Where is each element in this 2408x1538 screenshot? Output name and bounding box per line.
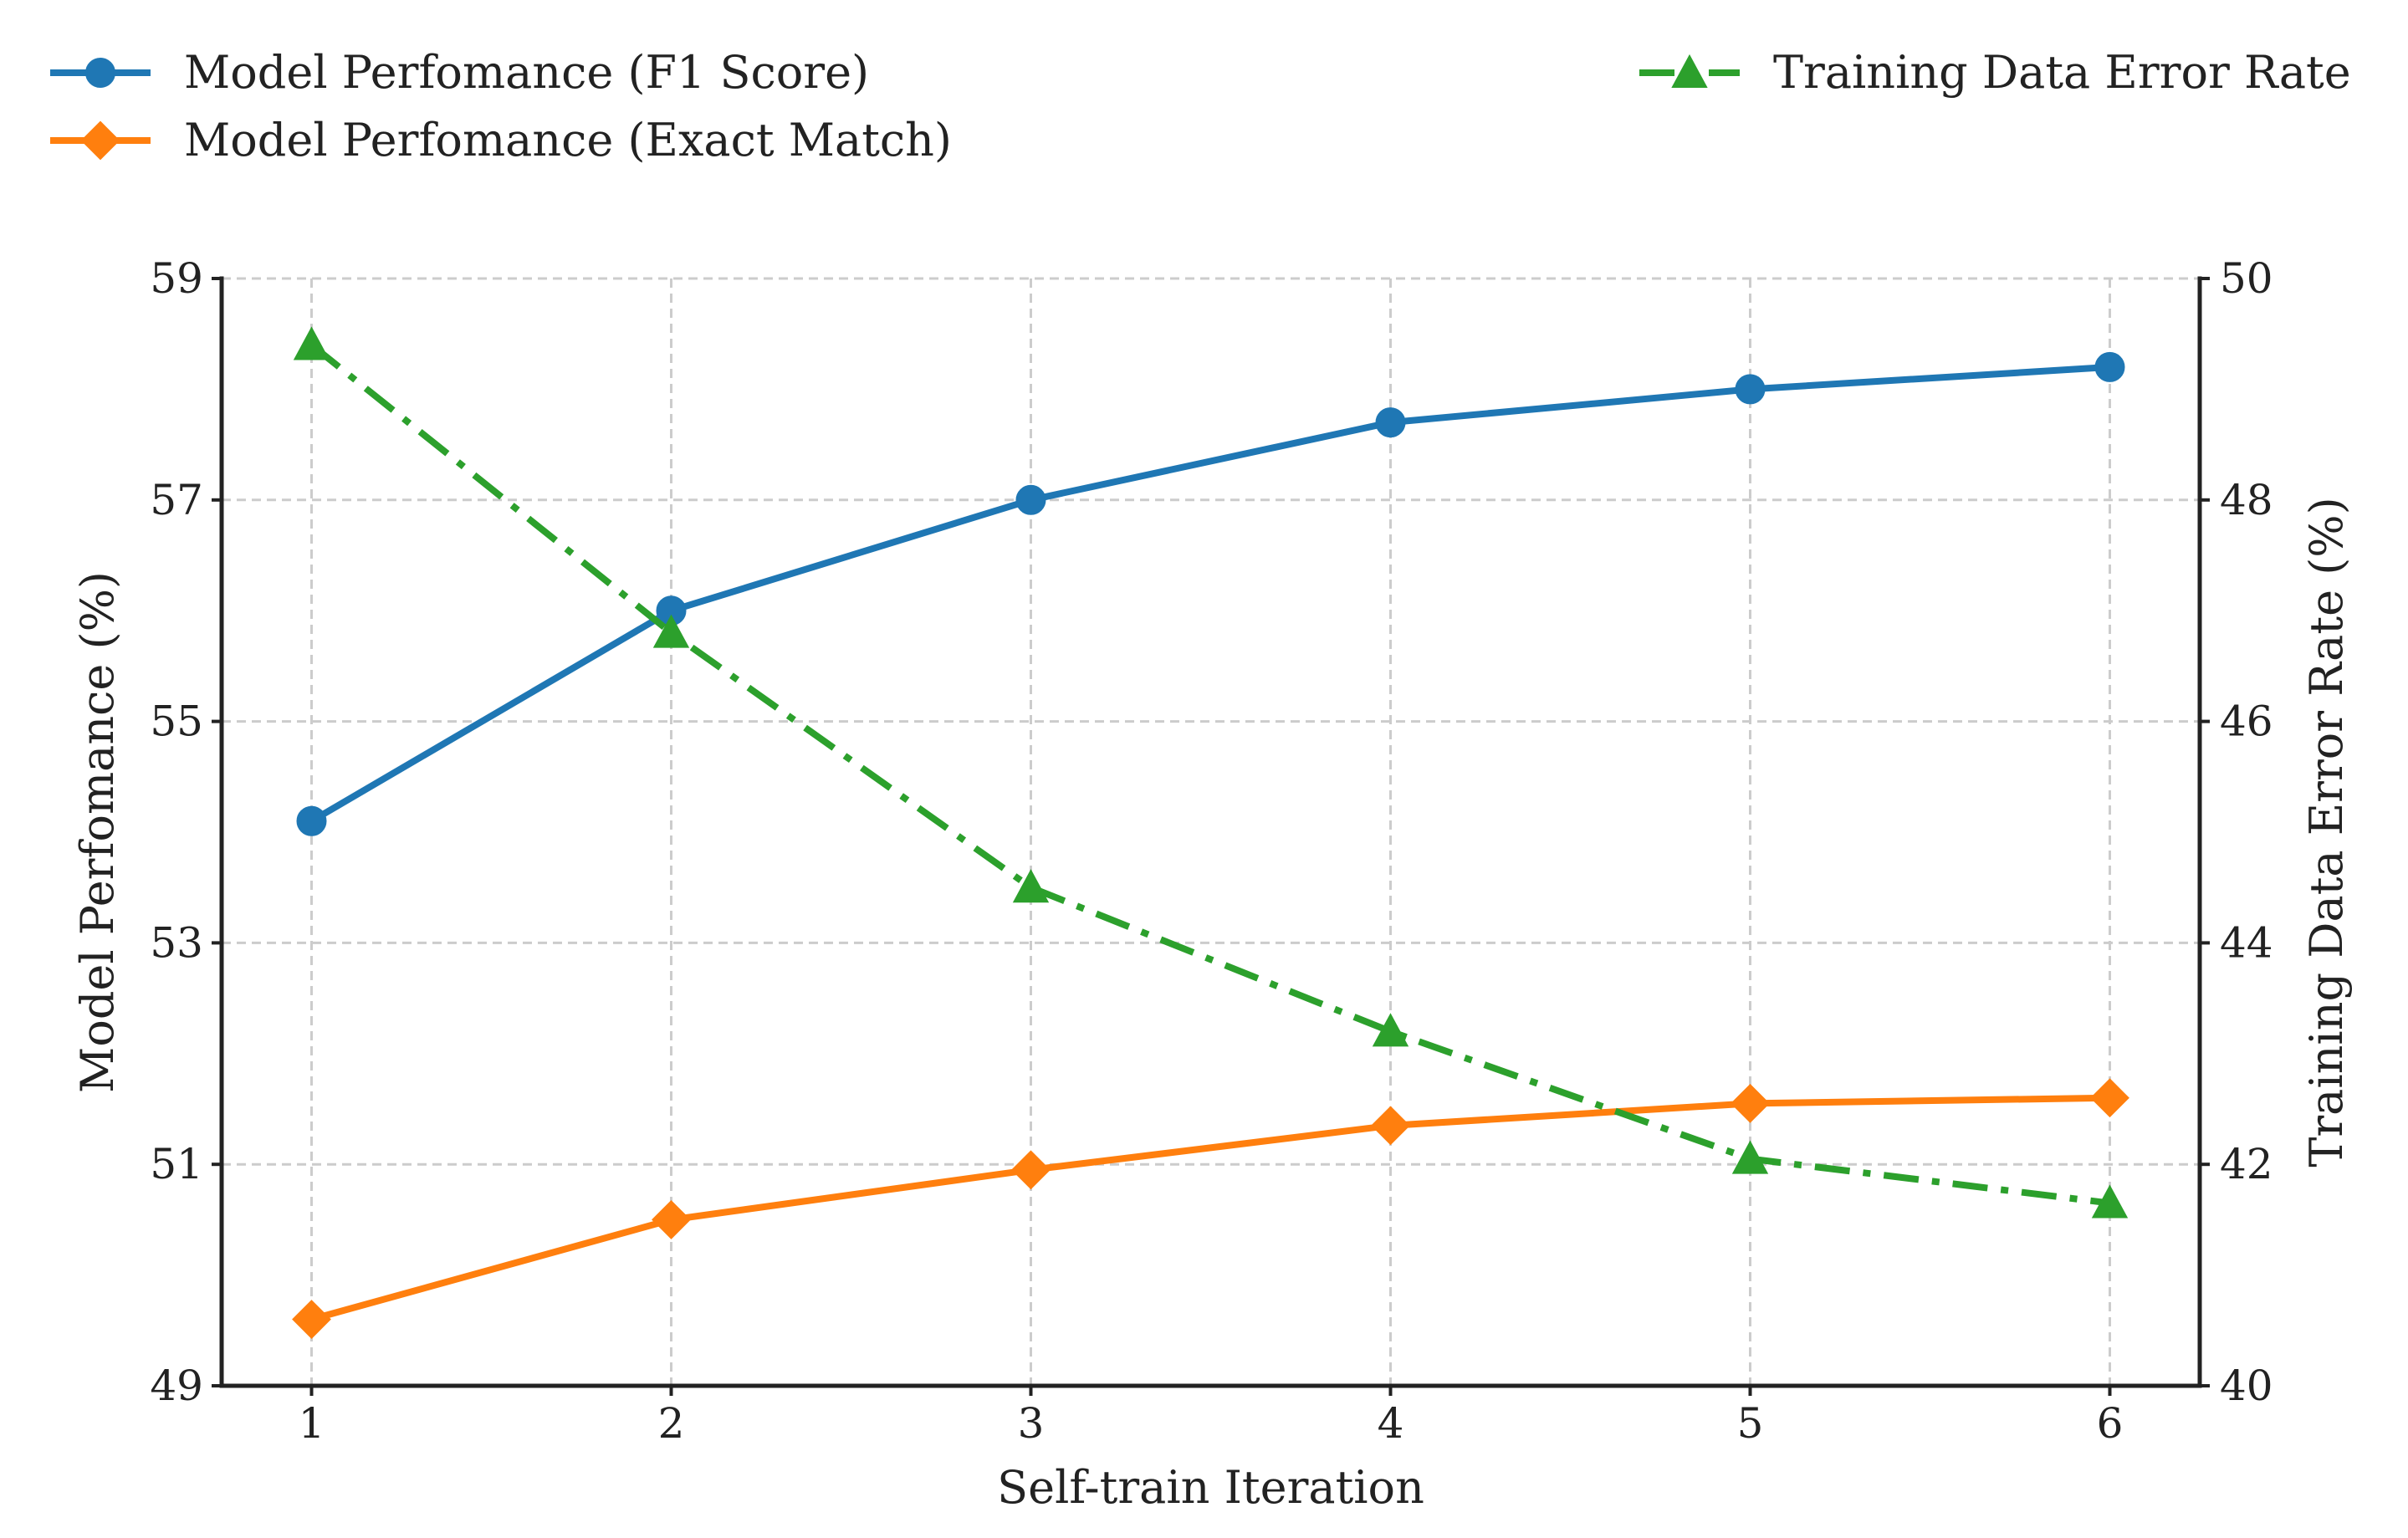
data-point xyxy=(1015,484,1046,515)
data-point xyxy=(2090,1078,2129,1118)
tick-labels: 1 2 3 4 5 6 49 51 53 55 57 59 40 42 44 46 48 50 xyxy=(150,254,2273,1448)
data-point xyxy=(2094,351,2125,382)
y-left-tick-label: 59 xyxy=(150,254,203,303)
axes xyxy=(212,276,2210,1396)
y-right-tick-label: 48 xyxy=(2220,476,2273,524)
legend-entry: Model Perfomance (F1 Score) xyxy=(50,46,869,99)
data-point xyxy=(1372,1013,1409,1047)
y-right-tick-label: 44 xyxy=(2220,918,2273,967)
x-tick-label: 4 xyxy=(1378,1399,1404,1448)
legend-label: Training Data Error Rate xyxy=(1773,46,2351,99)
legend: Model Perfomance (F1 Score) Model Perfoma… xyxy=(50,46,2351,166)
series-line xyxy=(309,363,2110,825)
series-1 xyxy=(296,351,2125,836)
y-left-tick-label: 49 xyxy=(150,1362,203,1410)
x-tick-label: 5 xyxy=(1737,1399,1764,1448)
legend-entry: Model Perfomance (Exact Match) xyxy=(50,114,952,166)
data-point xyxy=(652,1199,691,1239)
x-tick-label: 2 xyxy=(658,1399,685,1448)
series-3 xyxy=(293,326,2129,1219)
y-left-tick-label: 57 xyxy=(150,476,203,524)
series-line xyxy=(310,1094,2110,1323)
y-right-tick-label: 46 xyxy=(2220,697,2273,746)
y-left-tick-label: 53 xyxy=(150,918,203,967)
grid-lines xyxy=(222,277,2200,1387)
data-point xyxy=(292,1300,331,1339)
y-left-tick-label: 55 xyxy=(150,697,203,746)
data-point xyxy=(2091,1184,2129,1219)
data-point xyxy=(1731,1083,1770,1123)
legend-label: Model Perfomance (Exact Match) xyxy=(184,114,952,166)
y-right-tick-label: 50 xyxy=(2220,254,2273,303)
x-tick-label: 3 xyxy=(1018,1399,1045,1448)
y-left-tick-label: 51 xyxy=(150,1140,203,1188)
legend-marker xyxy=(80,120,120,161)
y-axis-left-label: Model Perfomance (%) xyxy=(71,571,124,1093)
x-tick-label: 1 xyxy=(299,1399,325,1448)
data-point xyxy=(1011,1150,1051,1190)
legend-entry: Training Data Error Rate xyxy=(1639,46,2351,99)
x-axis-label: Self-train Iteration xyxy=(997,1461,1424,1514)
data-point xyxy=(1731,1140,1769,1174)
series-2 xyxy=(292,1078,2129,1339)
legend-marker xyxy=(1671,54,1708,88)
data-point xyxy=(652,614,690,648)
x-tick-label: 6 xyxy=(2097,1399,2124,1448)
data-point xyxy=(296,805,327,836)
legend-label: Model Perfomance (F1 Score) xyxy=(184,46,869,99)
y-right-tick-label: 40 xyxy=(2220,1362,2273,1410)
data-point xyxy=(1735,374,1766,405)
series-layer xyxy=(292,326,2129,1339)
series-line xyxy=(309,342,2110,1207)
y-axis-right-label: Training Data Error Rate (%) xyxy=(2300,497,2353,1167)
data-point xyxy=(1375,407,1406,438)
data-point xyxy=(1371,1106,1410,1146)
y-right-tick-label: 42 xyxy=(2220,1140,2273,1188)
legend-marker xyxy=(85,58,115,88)
data-point xyxy=(293,326,330,360)
data-point xyxy=(1012,869,1050,903)
